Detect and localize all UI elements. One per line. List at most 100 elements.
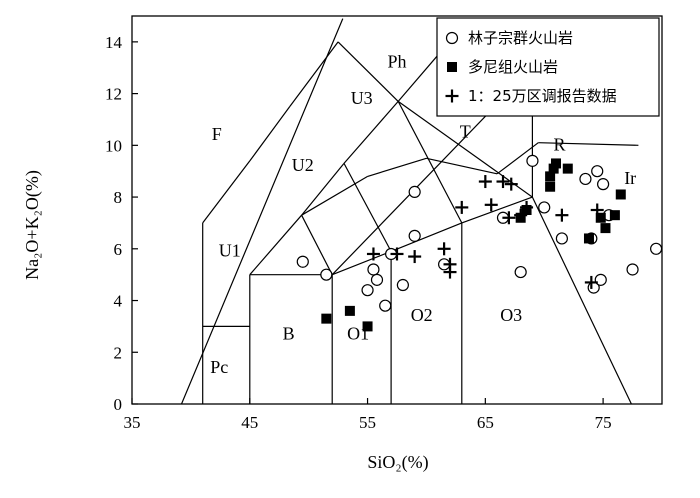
region-label-r: R <box>553 135 565 155</box>
boundary-line <box>531 196 632 405</box>
data-point <box>597 178 610 191</box>
boundary-line <box>496 142 539 175</box>
data-point <box>344 305 355 316</box>
y-tick-label: 0 <box>114 395 123 414</box>
x-axis-ticks: 35 45 55 65 75 <box>124 398 612 432</box>
x-axis-label: SiO₂(%) <box>367 452 428 473</box>
boundary-line <box>337 41 399 102</box>
data-point <box>296 255 309 268</box>
data-point <box>650 242 663 255</box>
data-point <box>396 278 409 292</box>
boundary-line <box>331 250 392 276</box>
data-point <box>555 208 569 222</box>
data-point <box>600 223 611 234</box>
boundary-line <box>301 163 345 216</box>
data-point <box>504 177 518 191</box>
boundary-line <box>426 157 498 175</box>
data-point <box>390 247 404 261</box>
region-label-f: F <box>212 124 222 144</box>
data-point <box>594 273 607 286</box>
boundary-line <box>202 160 251 224</box>
y-tick-label: 6 <box>114 240 123 259</box>
region-label-pc: Pc <box>210 357 228 377</box>
region-label-o3: O3 <box>500 305 522 325</box>
data-point <box>496 175 510 189</box>
region-label-b: B <box>283 323 295 343</box>
x-tick-label: 35 <box>124 413 141 432</box>
data-point <box>366 247 380 261</box>
data-point <box>526 154 539 167</box>
boundary-line <box>367 157 427 177</box>
region-label-ir: Ir <box>624 168 636 188</box>
boundary-line <box>343 163 392 252</box>
region-label-u2: U2 <box>292 155 314 175</box>
legend-label-0: 林子宗群火山岩 <box>468 29 573 47</box>
legend-label-2: 1：25万区调报告数据 <box>468 87 617 105</box>
legend-box <box>436 17 660 117</box>
data-point <box>579 172 592 186</box>
plot-border <box>131 15 663 405</box>
boundary-line <box>397 100 533 198</box>
y-tick-label: 4 <box>114 292 123 311</box>
boundary-line <box>397 101 463 224</box>
legend-marker-0 <box>445 31 459 45</box>
data-point <box>583 233 594 244</box>
series-2 <box>366 175 604 289</box>
data-point <box>555 232 568 245</box>
region-label-o2: O2 <box>411 305 433 325</box>
y-tick-label: 2 <box>114 343 123 362</box>
data-point <box>320 268 333 281</box>
boundary-line <box>249 214 303 276</box>
x-tick-label: 55 <box>359 413 376 432</box>
boundary-line <box>461 196 533 224</box>
data-point <box>590 203 604 217</box>
x-tick-label: 75 <box>595 413 612 432</box>
boundary-line <box>180 18 344 405</box>
series-0 <box>296 154 663 312</box>
data-point <box>437 242 451 256</box>
region-label-t: T <box>460 122 471 142</box>
data-point <box>562 163 573 174</box>
series-1 <box>321 158 626 332</box>
data-point <box>615 189 626 200</box>
boundary-line <box>301 214 333 275</box>
data-point <box>514 265 527 279</box>
boundary-line <box>301 175 368 216</box>
data-point <box>455 200 469 214</box>
boundary-line <box>397 54 439 102</box>
y-tick-label: 10 <box>105 136 122 155</box>
boundary-line <box>538 142 639 146</box>
boundary-line <box>289 41 339 107</box>
data-point <box>484 198 498 212</box>
y-axis-label: Na₂O+K₂O(%) <box>22 170 43 280</box>
data-point <box>584 275 598 289</box>
boundary-line <box>343 101 399 164</box>
data-point <box>408 250 422 264</box>
y-tick-label: 8 <box>114 188 123 207</box>
data-point <box>321 313 332 324</box>
data-point <box>626 263 639 276</box>
data-point <box>502 211 516 225</box>
data-point <box>478 175 492 189</box>
y-tick-label: 12 <box>105 85 122 104</box>
region-label-u3: U3 <box>351 88 373 108</box>
data-point <box>591 165 604 178</box>
plot-frame <box>131 15 663 405</box>
y-axis-ticks: 0 2 4 6 8 10 12 14 <box>105 33 138 414</box>
region-label-ph: Ph <box>387 52 406 72</box>
region-label-u1: U1 <box>219 241 241 261</box>
data-point <box>520 200 534 214</box>
x-tick-label: 45 <box>241 413 258 432</box>
data-point <box>443 265 457 279</box>
data-point <box>545 171 556 182</box>
data-point <box>370 273 384 286</box>
data-points <box>296 154 663 332</box>
legend-marker-2 <box>445 89 459 103</box>
legend-label-1: 多尼组火山岩 <box>468 58 558 76</box>
data-point <box>609 210 620 221</box>
data-point <box>595 212 606 223</box>
data-point <box>514 208 528 222</box>
boundary-line <box>249 106 291 162</box>
